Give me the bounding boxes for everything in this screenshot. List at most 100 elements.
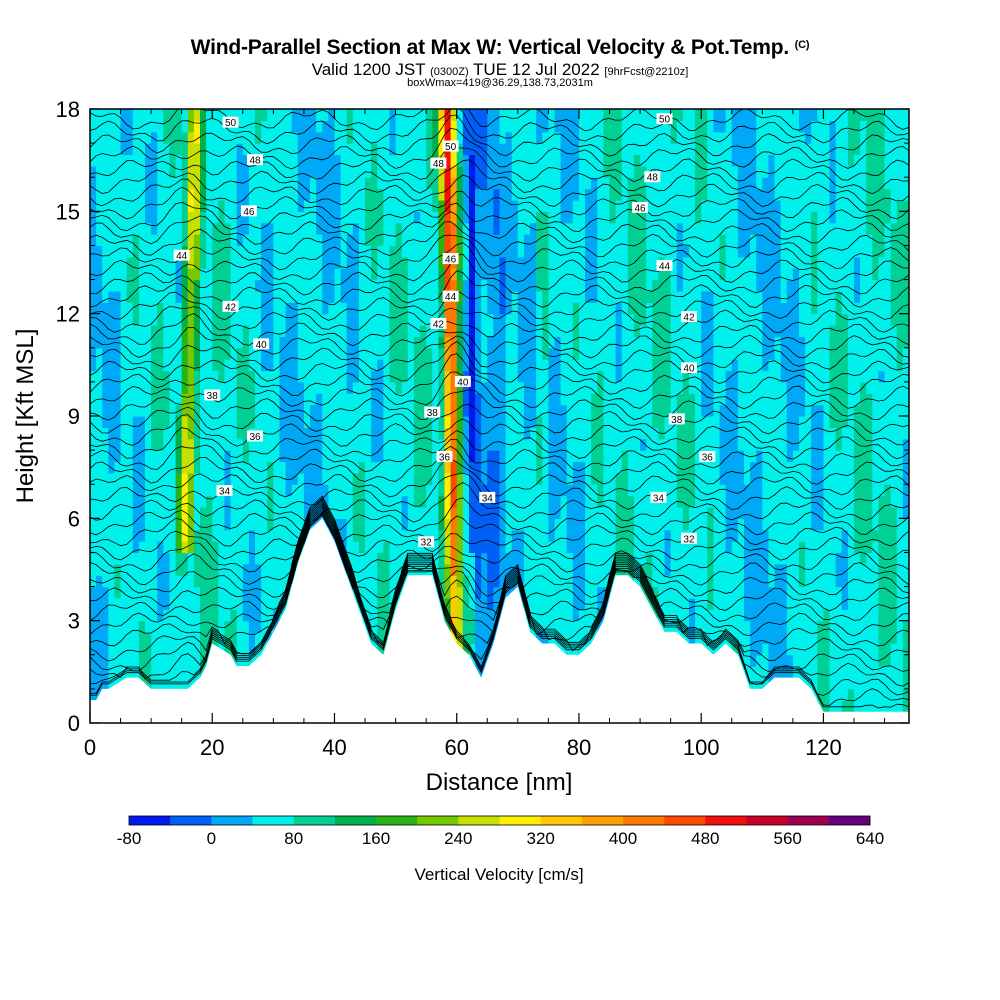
velocity-cell	[530, 609, 537, 622]
velocity-cell	[413, 177, 421, 190]
velocity-cell	[413, 279, 421, 292]
velocity-cell	[413, 404, 421, 417]
velocity-cell	[291, 416, 299, 428]
velocity-cell	[187, 120, 195, 133]
velocity-cell	[444, 154, 452, 167]
velocity-cell	[444, 131, 452, 144]
velocity-cell	[615, 268, 623, 281]
velocity-cell	[468, 120, 476, 133]
velocity-cell	[511, 313, 519, 326]
velocity-cell	[285, 188, 293, 201]
velocity-cell	[633, 256, 641, 269]
velocity-cell	[157, 290, 164, 303]
velocity-cell	[102, 518, 109, 531]
velocity-cell	[572, 336, 580, 349]
velocity-cell	[646, 370, 653, 383]
velocity-cell	[456, 381, 464, 394]
velocity-cell	[407, 245, 415, 258]
velocity-cell	[603, 393, 611, 406]
velocity-cell	[132, 393, 140, 406]
velocity-cell	[224, 472, 232, 485]
velocity-cell	[163, 325, 171, 338]
velocity-cell	[523, 165, 531, 178]
velocity-cell	[261, 359, 268, 372]
velocity-cell	[523, 256, 531, 269]
velocity-cell	[420, 131, 427, 144]
velocity-cell	[640, 506, 647, 519]
velocity-cell	[603, 211, 611, 224]
velocity-cell	[597, 211, 604, 224]
velocity-cell	[291, 313, 299, 326]
velocity-cell	[352, 143, 360, 156]
velocity-cell	[261, 370, 268, 383]
velocity-cell	[523, 529, 531, 542]
velocity-cell	[377, 609, 384, 622]
velocity-cell	[499, 222, 507, 235]
velocity-cell	[499, 211, 507, 224]
velocity-cell	[310, 131, 317, 144]
velocity-cell	[261, 541, 268, 554]
velocity-cell	[358, 325, 366, 338]
velocity-cell	[420, 393, 427, 406]
velocity-cell	[475, 552, 482, 565]
velocity-cell	[291, 131, 299, 144]
velocity-cell	[542, 325, 549, 338]
velocity-cell	[279, 575, 287, 588]
velocity-cell	[96, 450, 103, 463]
velocity-cell	[426, 268, 433, 281]
velocity-cell	[303, 506, 311, 519]
velocity-cell	[542, 472, 549, 485]
velocity-cell	[261, 563, 268, 576]
velocity-cell	[120, 586, 128, 599]
velocity-cell	[646, 359, 653, 372]
velocity-cell	[157, 234, 164, 247]
velocity-cell	[145, 472, 152, 485]
velocity-cell	[572, 529, 580, 542]
velocity-cell	[138, 404, 146, 417]
velocity-cell	[236, 268, 244, 281]
velocity-cell	[530, 552, 537, 565]
velocity-cell	[560, 416, 568, 428]
velocity-cell	[346, 109, 354, 121]
velocity-cell	[181, 416, 189, 428]
velocity-cell	[145, 199, 152, 212]
velocity-cell	[102, 143, 109, 156]
velocity-cell	[481, 586, 488, 599]
velocity-cell	[138, 336, 146, 349]
velocity-cell	[157, 256, 164, 269]
velocity-cell	[90, 359, 97, 372]
velocity-cell	[157, 461, 164, 474]
velocity-cell	[627, 199, 635, 212]
velocity-cell	[383, 416, 391, 428]
velocity-cell	[157, 575, 164, 588]
velocity-cell	[352, 290, 360, 303]
velocity-cell	[560, 245, 568, 258]
velocity-cell	[255, 461, 262, 474]
velocity-cell	[310, 450, 317, 463]
velocity-cell	[151, 143, 158, 156]
velocity-cell	[371, 586, 378, 599]
velocity-cell	[530, 256, 537, 269]
velocity-cell	[493, 381, 501, 394]
velocity-cell	[566, 404, 574, 417]
velocity-cell	[426, 347, 433, 360]
velocity-cell	[169, 199, 177, 212]
velocity-cell	[438, 143, 446, 156]
velocity-cell	[591, 154, 598, 167]
velocity-cell	[456, 529, 464, 542]
velocity-cell	[377, 541, 384, 554]
velocity-cell	[395, 529, 403, 542]
velocity-cell	[560, 450, 568, 463]
velocity-cell	[175, 541, 183, 554]
velocity-cell	[554, 268, 562, 281]
velocity-cell	[212, 302, 219, 315]
velocity-cell	[90, 609, 97, 622]
velocity-cell	[450, 199, 458, 212]
velocity-cell	[536, 484, 543, 497]
velocity-cell	[389, 495, 397, 508]
velocity-cell	[462, 461, 470, 474]
velocity-cell	[640, 563, 647, 576]
velocity-cell	[224, 313, 232, 326]
velocity-cell	[358, 450, 366, 463]
velocity-cell	[615, 211, 623, 224]
